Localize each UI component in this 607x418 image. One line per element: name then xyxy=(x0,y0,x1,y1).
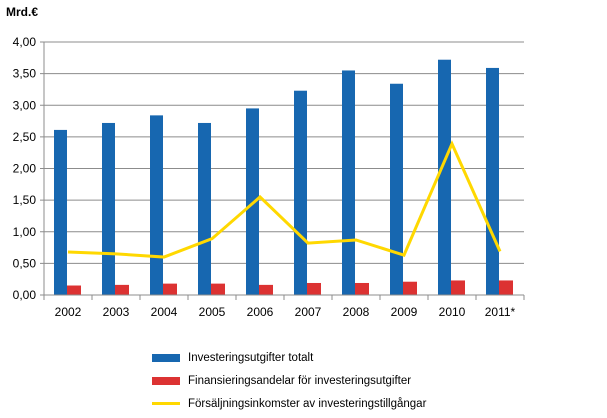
bar-finansieringsandelar xyxy=(259,284,273,295)
bar-finansieringsandelar xyxy=(115,284,129,295)
legend-swatch-yellow-line xyxy=(152,402,180,405)
bar-finansieringsandelar xyxy=(307,282,321,295)
y-tick-label: 1,50 xyxy=(13,193,37,207)
legend-swatch-red xyxy=(152,376,180,385)
legend-label: Försäljningsinkomster av investeringstil… xyxy=(188,397,427,410)
y-tick-label: 1,00 xyxy=(13,225,37,239)
line-forsaljningsinkomster xyxy=(67,140,502,259)
bar-investeringsutgifter xyxy=(486,67,499,296)
bar-finansieringsandelar xyxy=(67,285,81,295)
bar-investeringsutgifter xyxy=(150,115,163,296)
x-tick-label: 2006 xyxy=(247,305,274,319)
bar-investeringsutgifter xyxy=(342,70,355,296)
x-tick-label: 2007 xyxy=(295,305,322,319)
x-tick-label: 2009 xyxy=(391,305,418,319)
y-tick-label: 2,00 xyxy=(13,162,37,176)
y-tick-label: 4,00 xyxy=(13,35,37,49)
bar-investeringsutgifter xyxy=(438,59,451,296)
x-tick-label: 2008 xyxy=(343,305,370,319)
bar-finansieringsandelar xyxy=(163,283,177,295)
bar-investeringsutgifter xyxy=(390,83,403,296)
y-axis-label: Mrd.€ xyxy=(6,5,39,19)
bar-finansieringsandelar xyxy=(499,280,513,295)
bar-investeringsutgifter xyxy=(102,122,115,296)
y-tick-label: 2,50 xyxy=(13,130,37,144)
legend-item-forsaljningsinkomster: Försäljningsinkomster av investeringstil… xyxy=(152,392,426,415)
bar-investeringsutgifter xyxy=(198,122,211,296)
chart: 0,00 0,50 1,00 1,50 2,00 2,50 3,00 3,50 4,00 2002… xyxy=(13,35,525,319)
bar-finansieringsandelar xyxy=(211,283,225,295)
x-tick-label: 2005 xyxy=(199,305,226,319)
legend-label: Investeringsutgifter totalt xyxy=(188,351,314,364)
bar-finansieringsandelar xyxy=(403,281,417,295)
x-tick-label: 2011* xyxy=(485,305,516,319)
legend-swatch-blue xyxy=(152,353,180,362)
legend-item-finansieringsandelar: Finansieringsandelar för investeringsutg… xyxy=(152,369,426,392)
bar-investeringsutgifter xyxy=(54,129,67,295)
bar-finansieringsandelar xyxy=(355,282,369,295)
y-tick-label: 3,50 xyxy=(13,67,37,81)
y-tick-label: 3,00 xyxy=(13,98,37,112)
x-tick-label: 2010 xyxy=(439,305,466,319)
legend: Investeringsutgifter totalt Finansiering… xyxy=(152,346,426,415)
legend-label: Finansieringsandelar för investeringsutg… xyxy=(188,374,412,387)
x-tick-label: 2003 xyxy=(103,305,130,319)
y-tick-label: 0,00 xyxy=(13,288,37,302)
x-tick-label: 2002 xyxy=(55,305,82,319)
x-tick-label: 2004 xyxy=(151,305,178,319)
bar-finansieringsandelar xyxy=(451,280,465,295)
bar-investeringsutgifter xyxy=(294,90,307,295)
legend-item-investeringsutgifter: Investeringsutgifter totalt xyxy=(152,346,426,369)
y-tick-label: 0,50 xyxy=(13,256,37,270)
